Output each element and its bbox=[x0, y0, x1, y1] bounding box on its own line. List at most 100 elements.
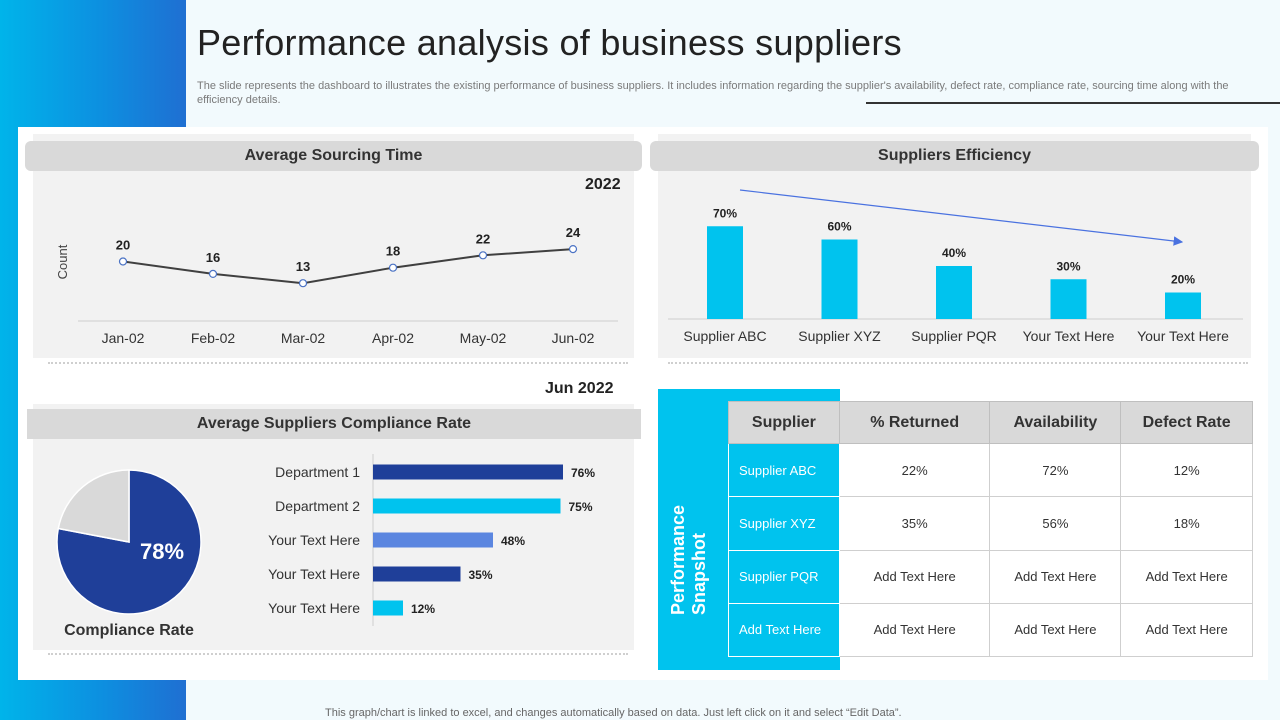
bar bbox=[1165, 292, 1201, 319]
defect-cell: 12% bbox=[1120, 442, 1253, 498]
data-point bbox=[208, 269, 218, 279]
data-label: 40% bbox=[942, 246, 966, 260]
returned-cell: Add Text Here bbox=[838, 602, 991, 658]
compliance-panel-header: Average Suppliers Compliance Rate bbox=[27, 409, 641, 439]
y-tick-label: Your Text Here bbox=[268, 566, 360, 582]
y-axis-label: Count bbox=[55, 244, 70, 279]
pie-slice bbox=[57, 469, 130, 543]
returned-cell: 35% bbox=[838, 496, 991, 551]
data-label: 20% bbox=[1171, 273, 1195, 287]
x-tick-label: Your Text Here bbox=[1023, 328, 1115, 344]
x-tick-label: Jan-02 bbox=[102, 330, 145, 346]
y-tick-label: Your Text Here bbox=[268, 532, 360, 548]
bar bbox=[373, 532, 493, 548]
data-label: 24 bbox=[566, 225, 581, 240]
data-point bbox=[298, 279, 308, 288]
table-row: Supplier ABC 22% 72% 12% bbox=[728, 442, 1253, 498]
returned-cell: Add Text Here bbox=[838, 549, 991, 604]
bar bbox=[373, 600, 403, 616]
data-point bbox=[118, 257, 128, 266]
x-tick-label: Apr-02 bbox=[372, 330, 414, 346]
x-tick-label: Supplier PQR bbox=[911, 328, 997, 344]
defect-cell: 18% bbox=[1120, 496, 1253, 551]
snapshot-label: Performance Snapshot bbox=[668, 504, 709, 615]
data-label: 30% bbox=[1056, 259, 1080, 273]
column-header: % Returned bbox=[838, 401, 991, 444]
defect-cell: Add Text Here bbox=[1120, 549, 1253, 604]
compliance-hbar-chart: Department 1 76% Department 2 75% Your Text … bbox=[268, 454, 595, 626]
bar bbox=[1050, 279, 1087, 319]
sourcing-line-chart: Count 20 Jan-02 16 Feb-02 13 Mar-02 18 Apr-02 22 M… bbox=[55, 225, 618, 346]
efficiency-panel-dots bbox=[668, 362, 1248, 364]
left-accent-bar-bottom bbox=[0, 680, 186, 720]
data-label: 35% bbox=[469, 568, 493, 582]
bar bbox=[373, 498, 561, 514]
page-title: Performance analysis of business supplie… bbox=[197, 22, 902, 63]
supplier-cell: Supplier ABC bbox=[728, 442, 840, 498]
efficiency-bar-chart: 70% Supplier ABC 60% Supplier XYZ 40% Supplie… bbox=[668, 189, 1243, 344]
x-tick-label: Feb-02 bbox=[191, 330, 236, 346]
x-tick-label: Your Text Here bbox=[1137, 328, 1229, 344]
compliance-pie-chart: 78% Compliance Rate bbox=[56, 469, 202, 639]
y-tick-label: Department 2 bbox=[275, 498, 360, 514]
data-point bbox=[568, 244, 578, 254]
data-label: 16 bbox=[206, 250, 220, 265]
x-tick-label: Supplier XYZ bbox=[798, 328, 881, 344]
trend-arrow bbox=[739, 189, 1184, 246]
compliance-panel-dots bbox=[48, 653, 628, 655]
table-row: Supplier PQR Add Text Here Add Text Here… bbox=[728, 549, 1253, 604]
table-row: Supplier XYZ 35% 56% 18% bbox=[728, 496, 1253, 551]
x-tick-label: Supplier ABC bbox=[683, 328, 766, 344]
footer-note: This graph/chart is linked to excel, and… bbox=[325, 707, 902, 719]
supplier-cell: Add Text Here bbox=[728, 602, 840, 658]
column-header-label: Availability bbox=[1013, 413, 1098, 431]
data-label: 18 bbox=[386, 244, 400, 259]
compliance-date-label: Jun 2022 bbox=[545, 380, 614, 397]
sourcing-year-label: 2022 bbox=[585, 176, 621, 193]
x-tick-label: May-02 bbox=[460, 330, 507, 346]
title-divider bbox=[866, 102, 1280, 104]
sourcing-panel-dots bbox=[48, 362, 628, 364]
data-label: 48% bbox=[501, 534, 525, 548]
y-tick-label: Your Text Here bbox=[268, 600, 360, 616]
series-line bbox=[122, 248, 574, 285]
data-label: 12% bbox=[411, 602, 435, 616]
column-header: Defect Rate bbox=[1120, 401, 1253, 444]
bar bbox=[707, 226, 743, 319]
returned-cell: 22% bbox=[838, 442, 991, 498]
data-label: 76% bbox=[571, 466, 595, 480]
data-label: 20 bbox=[116, 238, 130, 253]
bar bbox=[821, 239, 858, 319]
data-point bbox=[478, 251, 488, 260]
x-tick-label: Jun-02 bbox=[552, 330, 595, 346]
data-label: 70% bbox=[713, 206, 737, 220]
bar bbox=[373, 464, 563, 480]
bar bbox=[936, 266, 972, 319]
efficiency-panel-header: Suppliers Efficiency bbox=[650, 141, 1259, 171]
supplier-cell: Supplier XYZ bbox=[728, 496, 840, 551]
availability-cell: 72% bbox=[989, 442, 1122, 498]
table-row: Add Text Here Add Text Here Add Text Her… bbox=[728, 602, 1253, 658]
efficiency-panel bbox=[658, 134, 1251, 358]
page-subtitle: The slide represents the dashboard to il… bbox=[197, 80, 1229, 106]
availability-cell: Add Text Here bbox=[989, 549, 1122, 604]
sourcing-panel-header: Average Sourcing Time bbox=[25, 141, 642, 171]
data-label: 13 bbox=[296, 259, 310, 274]
column-header: Availability bbox=[989, 401, 1122, 444]
data-point bbox=[388, 263, 398, 272]
column-header-label: Defect Rate bbox=[1142, 413, 1231, 431]
availability-cell: Add Text Here bbox=[989, 602, 1122, 658]
data-label: 75% bbox=[569, 500, 593, 514]
table-header-row: Supplier % Returned Availability Defect … bbox=[728, 401, 1253, 444]
pie-center-label: 78% bbox=[140, 539, 184, 564]
defect-cell: Add Text Here bbox=[1120, 602, 1253, 658]
y-tick-label: Department 1 bbox=[275, 464, 360, 480]
supplier-cell: Supplier PQR bbox=[728, 549, 840, 604]
performance-table: Supplier % Returned Availability Defect … bbox=[728, 401, 1253, 658]
bar bbox=[373, 566, 461, 582]
availability-cell: 56% bbox=[989, 496, 1122, 551]
data-label: 60% bbox=[827, 220, 851, 234]
pie-caption: Compliance Rate bbox=[64, 622, 194, 639]
column-header-label: Supplier bbox=[751, 413, 816, 431]
column-header: Supplier bbox=[728, 401, 840, 444]
